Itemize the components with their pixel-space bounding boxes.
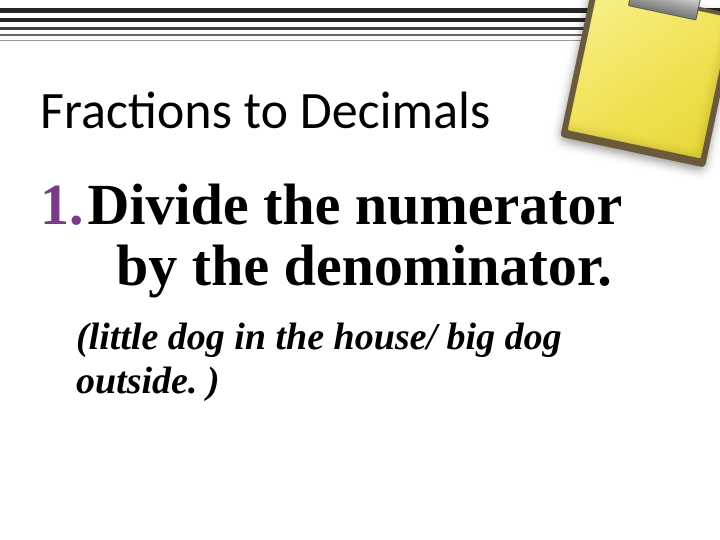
- step-number: 1.: [40, 175, 84, 236]
- clipboard-paper: [568, 0, 720, 158]
- step-text-line1: Divide the numerator: [88, 175, 623, 236]
- slide-title: Fractions to Decimals: [40, 78, 490, 142]
- step-text-line2: by the denominator.: [116, 236, 612, 297]
- step-block: 1. Divide the numerator by the denominat…: [40, 175, 690, 297]
- mnemonic-line2: outside. ): [76, 360, 690, 404]
- mnemonic-line1: (little dog in the house/ big dog: [76, 316, 690, 360]
- mnemonic-block: (little dog in the house/ big dog outsid…: [76, 316, 690, 403]
- clipboard-graphic: [553, 0, 720, 175]
